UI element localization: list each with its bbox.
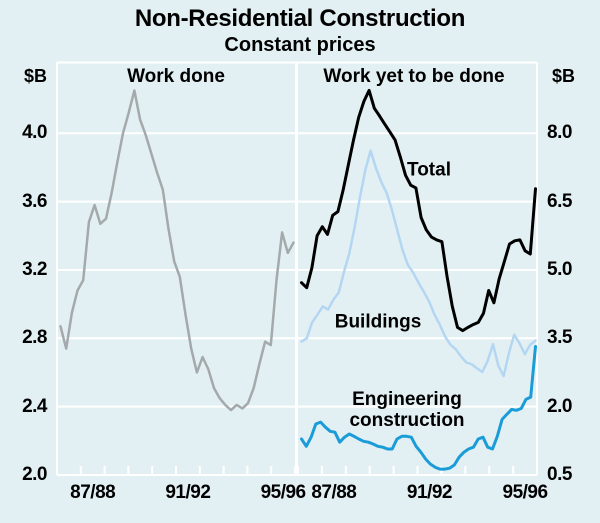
right-axis-tick-label: 6.5 [547,190,572,212]
left-axis-unit-label: $B [24,66,48,86]
series-line-total [300,88,537,333]
right-axis-tick-label: 8.0 [547,122,572,144]
left-axis-tick-label: 2.0 [22,464,47,485]
x-axis-tick-label: 87/88 [311,482,357,503]
right-axis-tick-label: 3.5 [547,327,572,349]
series-label-total: Total [407,159,451,181]
series-line-buildings [300,149,537,378]
right-axis-tick-label: 2.0 [547,395,572,417]
x-axis-tick-label: 95/96 [260,482,307,503]
right-axis-tick-label: 0.5 [547,464,572,485]
series-line-engineering-construction [300,345,537,471]
x-axis-tick-label: 91/92 [165,482,211,503]
right-axis-unit-label: $B [552,66,576,86]
chart-subtitle: Constant prices [224,34,376,56]
left-axis-tick-label: 4.0 [22,122,47,144]
left-axis-tick-label: 3.2 [22,258,47,280]
left-axis-tick-label: 2.4 [22,395,47,417]
right-axis-tick-label: 5.0 [547,258,572,280]
x-axis-tick-label: 91/92 [406,482,453,503]
chart-title: Non-Residential Construction [134,5,466,32]
series-label-buildings: Buildings [334,311,422,333]
x-axis-tick-label: 95/96 [502,482,549,503]
panel-title-work-yet-to-be-done: Work yet to be done [323,66,505,87]
left-axis-tick-label: 3.6 [22,190,47,212]
series-line-work-done [59,89,295,412]
panel-title-work-done: Work done [127,66,225,87]
left-axis-tick-label: 2.8 [22,327,47,349]
x-axis-tick-label: 87/88 [70,482,116,503]
series-label-engineering-construction: Engineering construction [349,389,465,431]
